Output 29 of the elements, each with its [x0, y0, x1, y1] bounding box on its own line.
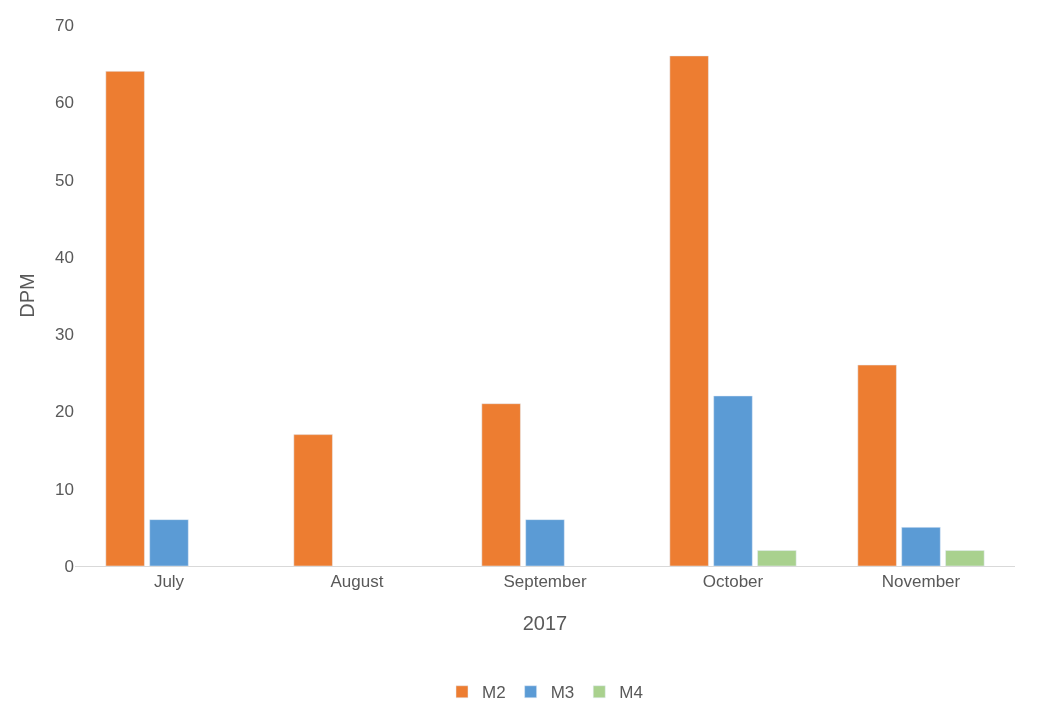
- bar: [149, 519, 189, 566]
- bar: [525, 519, 565, 566]
- y-tick-label: 0: [64, 556, 74, 576]
- legend-label: M4: [619, 683, 643, 703]
- legend-label: M3: [550, 683, 575, 703]
- y-tick-label: 10: [55, 479, 74, 499]
- y-axis-title: DPM: [15, 273, 38, 318]
- x-tick-label: October: [702, 572, 764, 592]
- x-tick-label: November: [881, 572, 961, 592]
- y-tick-label: 50: [55, 170, 74, 190]
- y-tick-label: 60: [55, 93, 74, 113]
- y-tick-label: 30: [55, 325, 74, 345]
- bar: [293, 434, 333, 566]
- legend-label: M2: [482, 683, 506, 703]
- y-tick-label: 70: [55, 15, 74, 35]
- bar: [481, 403, 521, 566]
- y-tick-label: 20: [55, 402, 74, 422]
- bar: [669, 55, 709, 566]
- bar: [757, 550, 797, 566]
- bar: [945, 550, 985, 566]
- bar: [105, 71, 145, 566]
- y-tick-label: 40: [55, 247, 74, 267]
- x-tick-label: August: [330, 572, 384, 592]
- bar: [713, 395, 753, 566]
- x-tick-label: July: [153, 572, 185, 592]
- x-tick-label: September: [503, 572, 587, 592]
- bar: [857, 364, 897, 566]
- x-axis-title: 2017: [522, 611, 568, 634]
- bar: [901, 527, 941, 566]
